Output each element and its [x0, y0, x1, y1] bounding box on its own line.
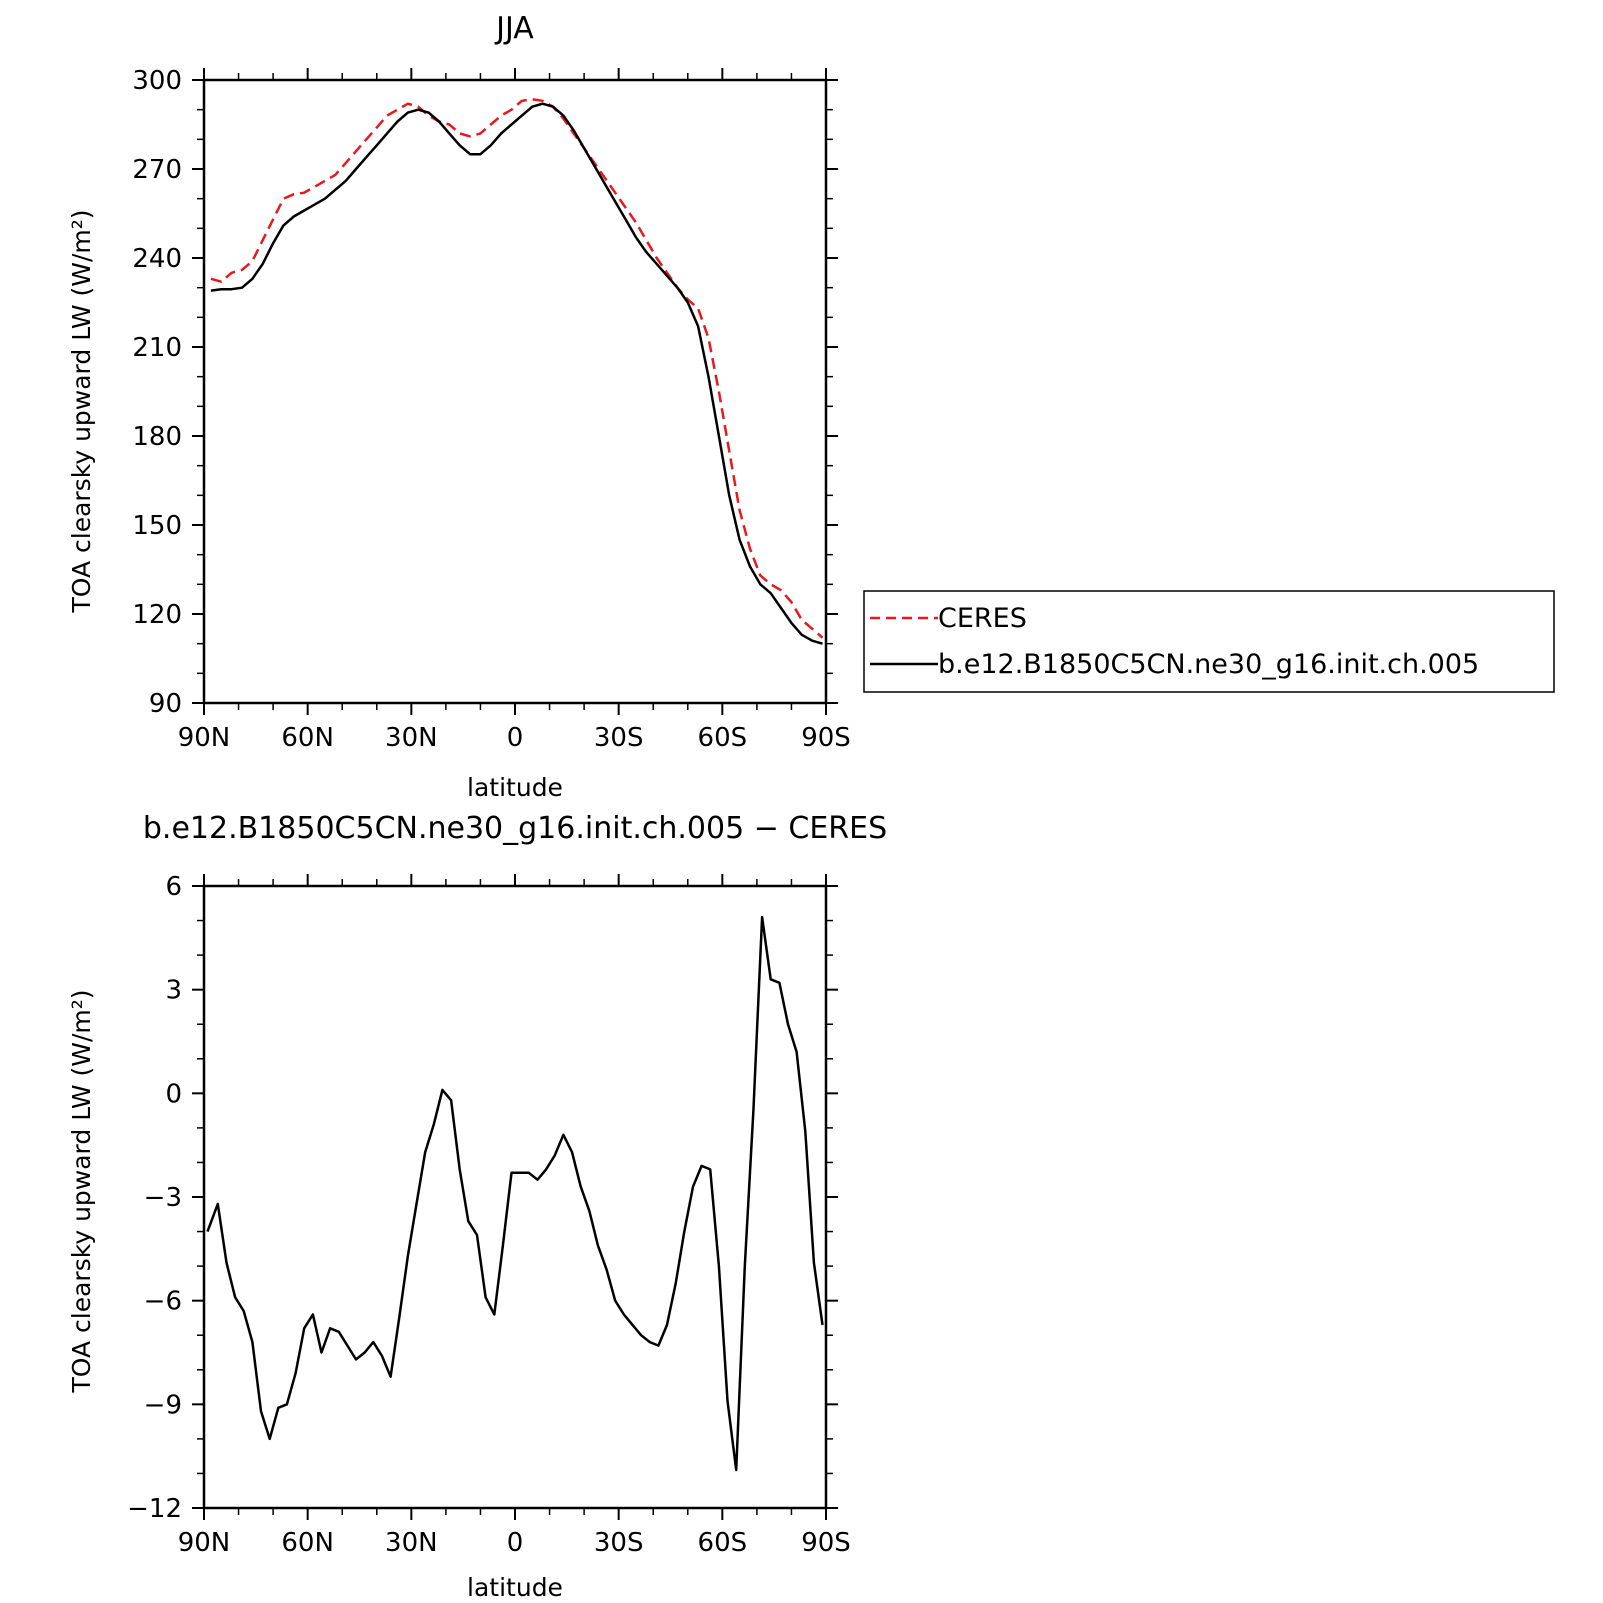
bottom-x-tick-label: 60S [698, 1528, 748, 1558]
bottom-x-tick-label: 90S [801, 1528, 851, 1558]
bottom-chart-panel: b.e12.B1850C5CN.ne30_g16.init.ch.005 − C… [67, 811, 887, 1602]
bottom-y-tick-label: −3 [144, 1183, 182, 1213]
top-y-tick-label: 300 [132, 66, 182, 96]
top-chart-panel: JJA 90N 60N 30N 0 30S 60S 90S 90 120 150 180 210 240… [67, 11, 851, 802]
bottom-plot-area: 90N 60N 30N 0 30S 60S 90S −12 −9 −6 −3 0 3 6 [127, 872, 851, 1558]
bottom-chart-title: b.e12.B1850C5CN.ne30_g16.init.ch.005 − C… [143, 811, 887, 846]
bottom-x-tick-label: 0 [507, 1528, 524, 1558]
legend-box [863, 590, 1555, 693]
top-series-line-1 [210, 102, 823, 645]
top-x-tick-label: 30S [594, 723, 644, 753]
legend-label-model: b.e12.B1850C5CN.ne30_g16.init.ch.005 [938, 649, 1479, 680]
top-x-tick-label: 60N [281, 723, 334, 753]
bottom-x-axis-label: latitude [467, 1573, 563, 1602]
top-x-tick-label: 90S [801, 723, 851, 753]
top-x-tick-label: 90N [178, 723, 231, 753]
bottom-y-axis-label: TOA clearsky upward LW (W/m²) [67, 989, 96, 1393]
top-y-axis-label: TOA clearsky upward LW (W/m²) [67, 209, 96, 613]
bottom-y-tick-label: 6 [165, 872, 182, 902]
bottom-y-tick-label: −6 [144, 1287, 182, 1317]
top-y-tick-label: 180 [132, 422, 182, 452]
bottom-series-line-0 [206, 915, 824, 1472]
top-y-tick-label: 210 [132, 333, 182, 363]
top-chart-title: JJA [494, 11, 534, 46]
top-series-line-0 [210, 98, 824, 639]
top-x-tick-label: 30N [385, 723, 438, 753]
bottom-y-tick-label: −12 [127, 1494, 182, 1524]
bottom-x-tick-label: 30N [385, 1528, 438, 1558]
bottom-x-tick-label: 60N [281, 1528, 334, 1558]
top-x-tick-label: 60S [698, 723, 748, 753]
bottom-y-tick-label: 0 [165, 1079, 182, 1109]
top-y-tick-label: 270 [132, 155, 182, 185]
top-y-tick-label: 120 [132, 600, 182, 630]
bottom-x-tick-label: 90N [178, 1528, 231, 1558]
bottom-plot-frame [202, 884, 828, 1510]
legend: CERES b.e12.B1850C5CN.ne30_g16.init.ch.0… [863, 590, 1555, 693]
top-plot-frame [202, 78, 828, 705]
top-y-tick-label: 240 [132, 244, 182, 274]
top-plot-area: 90N 60N 30N 0 30S 60S 90S 90 120 150 180 210 240 270 3… [132, 66, 850, 753]
top-x-tick-label: 0 [507, 723, 524, 753]
top-x-axis-label: latitude [467, 773, 563, 802]
bottom-x-tick-label: 30S [594, 1528, 644, 1558]
legend-label-ceres: CERES [938, 603, 1027, 634]
bottom-y-tick-label: −9 [144, 1390, 182, 1420]
top-y-tick-label: 150 [132, 511, 182, 541]
bottom-y-tick-label: 3 [165, 976, 182, 1006]
top-y-tick-label: 90 [149, 689, 182, 719]
